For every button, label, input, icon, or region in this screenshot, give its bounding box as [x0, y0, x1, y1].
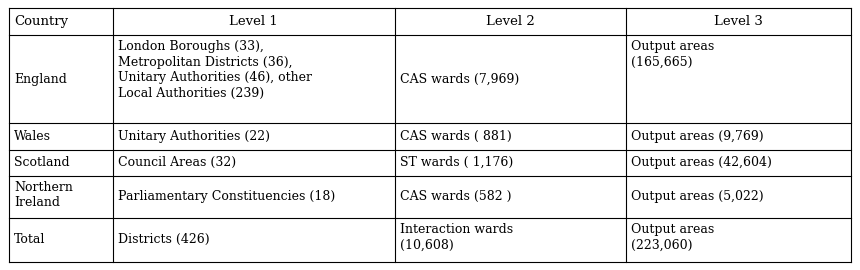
Text: London Boroughs (33),
Metropolitan Districts (36),
Unitary Authorities (46), oth: London Boroughs (33), Metropolitan Distr… — [118, 40, 311, 100]
Text: Country: Country — [14, 15, 68, 28]
Text: Scotland: Scotland — [14, 156, 70, 169]
Text: Level 3: Level 3 — [714, 15, 763, 28]
Text: Output areas (42,604): Output areas (42,604) — [631, 156, 772, 169]
Text: Total: Total — [14, 233, 46, 247]
Text: CAS wards ( 881): CAS wards ( 881) — [400, 130, 512, 143]
Text: Council Areas (32): Council Areas (32) — [118, 156, 236, 169]
Text: ST wards ( 1,176): ST wards ( 1,176) — [400, 156, 513, 169]
Text: Parliamentary Constituencies (18): Parliamentary Constituencies (18) — [118, 190, 335, 203]
Text: Northern
Ireland: Northern Ireland — [14, 181, 73, 209]
Text: CAS wards (7,969): CAS wards (7,969) — [400, 73, 519, 86]
Text: Unitary Authorities (22): Unitary Authorities (22) — [118, 130, 269, 143]
Text: Output areas
(165,665): Output areas (165,665) — [631, 40, 715, 69]
Text: Level 2: Level 2 — [486, 15, 535, 28]
Text: Wales: Wales — [14, 130, 51, 143]
Text: Districts (426): Districts (426) — [118, 233, 209, 247]
Text: Output areas (9,769): Output areas (9,769) — [631, 130, 764, 143]
Text: Output areas (5,022): Output areas (5,022) — [631, 190, 764, 203]
Text: England: England — [14, 73, 67, 86]
Text: Output areas
(223,060): Output areas (223,060) — [631, 223, 715, 251]
Text: Level 1: Level 1 — [230, 15, 278, 28]
Text: Interaction wards
(10,608): Interaction wards (10,608) — [400, 223, 513, 251]
Text: CAS wards (582 ): CAS wards (582 ) — [400, 190, 511, 203]
